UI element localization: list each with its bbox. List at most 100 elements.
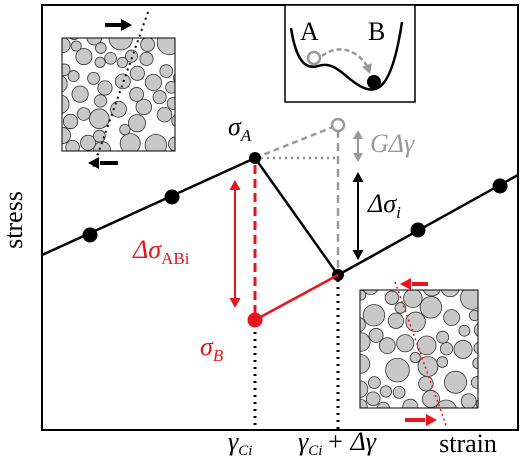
- grain: [167, 98, 179, 110]
- grain: [417, 336, 436, 355]
- grain: [153, 91, 166, 104]
- grain: [77, 108, 90, 121]
- inset-state-a: A: [300, 17, 319, 46]
- grain: [130, 87, 144, 101]
- state-point: [83, 228, 98, 243]
- arrow-head: [353, 172, 364, 182]
- grain: [49, 75, 67, 93]
- grain: [58, 64, 70, 76]
- grain: [388, 313, 403, 328]
- grain: [403, 399, 418, 414]
- state-point: [493, 179, 508, 194]
- grain: [437, 331, 449, 343]
- grain: [471, 377, 483, 389]
- grain: [172, 114, 186, 128]
- grain: [95, 43, 106, 54]
- arrow-head: [121, 19, 132, 31]
- y-axis-label: stress: [0, 191, 28, 249]
- grain: [440, 343, 452, 355]
- grain: [380, 386, 391, 397]
- grain: [351, 381, 368, 398]
- suffix: + Δγ: [326, 427, 376, 456]
- state-a: [308, 52, 320, 64]
- arrow-head: [230, 180, 241, 190]
- grain: [444, 371, 466, 393]
- grain: [366, 392, 380, 406]
- grain: [420, 297, 442, 319]
- grain: [454, 340, 472, 358]
- grain: [166, 81, 178, 93]
- grain: [93, 130, 105, 142]
- grain: [410, 352, 420, 362]
- arrow-head: [88, 157, 99, 169]
- grain: [436, 400, 457, 421]
- arrow-head: [353, 130, 363, 139]
- grain: [352, 333, 371, 352]
- grain: [368, 377, 380, 389]
- grain: [98, 81, 112, 95]
- grain: [120, 124, 130, 134]
- subscript: Ci: [238, 443, 252, 459]
- grain: [88, 72, 100, 84]
- arrow-head: [230, 298, 241, 308]
- arrow-head: [426, 414, 437, 426]
- grain: [474, 323, 489, 338]
- grain: [386, 358, 410, 382]
- grain: [89, 109, 109, 129]
- grain: [393, 386, 405, 398]
- grain: [168, 137, 182, 151]
- grain: [63, 114, 77, 128]
- delta-sigma-abi-label: ΔσABi: [132, 235, 190, 268]
- elastic-extension: [255, 125, 338, 158]
- grain: [474, 342, 486, 354]
- unstable-state: [332, 119, 344, 131]
- grain: [350, 317, 365, 332]
- grain: [459, 325, 470, 336]
- stress-drop: [255, 158, 338, 275]
- grain: [385, 291, 398, 304]
- grain: [140, 52, 153, 65]
- relaxed-state: [248, 313, 263, 328]
- x-axis-label: strain: [439, 429, 497, 458]
- arrow-head: [400, 278, 411, 290]
- relaxed-branch: [255, 275, 338, 320]
- subscript: i: [396, 203, 401, 222]
- symbol: Δσ: [132, 235, 162, 264]
- grain: [145, 74, 161, 90]
- subscript: ABi: [161, 249, 190, 268]
- grain: [128, 115, 145, 132]
- state-point: [249, 152, 261, 164]
- grain: [72, 86, 88, 102]
- grain: [145, 134, 166, 155]
- grain: [419, 376, 434, 391]
- sigma-b-label: σB: [200, 332, 224, 365]
- state-b: [367, 75, 381, 89]
- grain: [395, 303, 406, 314]
- x-mark-label: γCi: [228, 427, 252, 459]
- grain: [397, 335, 414, 352]
- grain: [369, 328, 383, 342]
- grain: [461, 394, 476, 409]
- symbol: Δσ: [367, 189, 397, 218]
- sigma-a-label: σA: [228, 112, 252, 145]
- g-delta-gamma-label: GΔγ: [370, 129, 415, 158]
- grain: [130, 66, 144, 80]
- arrow-head: [353, 153, 363, 162]
- delta-sigma-i-label: Δσi: [367, 189, 401, 222]
- grain: [117, 57, 127, 67]
- grain: [157, 30, 181, 54]
- grain: [352, 399, 368, 415]
- grain: [160, 65, 173, 78]
- state-point: [165, 190, 180, 205]
- grain: [363, 305, 385, 327]
- diagram: stress strain σA σB ΔσABi Δσi GΔγ γCi γC…: [0, 0, 524, 460]
- grain: [406, 312, 426, 332]
- grain: [444, 310, 460, 326]
- inset-state-b: B: [368, 17, 385, 46]
- subscript: B: [213, 346, 224, 365]
- arrow-head: [353, 250, 364, 260]
- grain: [423, 278, 441, 296]
- subscript: Ci: [308, 443, 322, 459]
- grain: [95, 57, 105, 67]
- subscript: A: [240, 126, 252, 145]
